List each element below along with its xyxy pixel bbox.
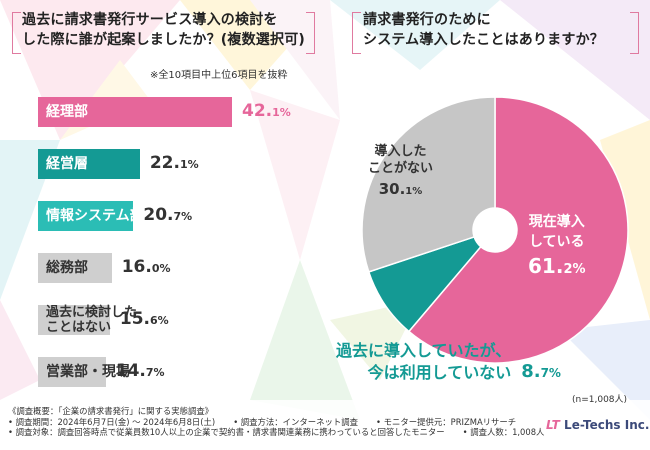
- donut-label-2: 過去に導入していたが、今は利用していない 8.7%: [336, 340, 561, 384]
- bar-label-line: 経営層: [46, 156, 88, 172]
- donut-label-line: 導入した: [374, 144, 427, 159]
- footer-line1: 《調査概要：「企業の請求書発行」に関する実態調査》: [8, 406, 214, 416]
- bar-value-5: 15.6%: [120, 309, 169, 329]
- bar-value-2: 22.1%: [150, 153, 199, 173]
- bar-value-dec: 6%: [150, 314, 169, 327]
- bar-label-3: 情報システム部: [46, 201, 144, 231]
- bar-5: [38, 305, 110, 335]
- donut-value-int: 61.: [528, 254, 564, 278]
- bar-value-dec: 1%: [272, 106, 291, 119]
- bar-label-line: 経理部: [46, 104, 88, 120]
- sample-size-note: (n=1,008人): [572, 395, 628, 405]
- donut-value-dec: 7%: [540, 366, 561, 380]
- bar-label-6: 営業部・現場: [46, 357, 130, 387]
- bar-value-1: 42.1%: [242, 101, 291, 121]
- left-title-line2: した際に誰が起案しましたか？(複数選択可): [22, 32, 305, 48]
- donut-label-line: している: [528, 234, 585, 250]
- logo-mark-icon: LT: [546, 418, 560, 432]
- donut-value: 61.2%: [528, 256, 586, 280]
- donut-chart: [361, 96, 629, 364]
- footer-method: • 調査方法：インターネット調査: [233, 416, 359, 427]
- bar-3: [38, 201, 134, 231]
- bar-label-line: 営業部・現場: [46, 364, 130, 380]
- bar-label-line: 情報システム部: [46, 208, 144, 224]
- footer-line2: • 調査期間：2024年6月7日(金) ～ 2024年6月8日(土) • 調査方法…: [8, 417, 544, 428]
- bar-value-int: 16.: [121, 257, 152, 277]
- bar-4: [38, 253, 112, 283]
- donut-label-3: 導入したことがない 30.1%: [368, 143, 433, 200]
- bar-value-dec: 7%: [173, 210, 193, 223]
- right-title-bracket-left: [352, 12, 361, 54]
- donut-label-1: 現在導入している 61.2%: [528, 212, 586, 280]
- bar-label-2: 経営層: [46, 149, 88, 179]
- bar-value-6: 14.7%: [116, 361, 165, 381]
- donut-slice-1: [407, 96, 629, 364]
- left-title-bracket-left: [12, 12, 21, 54]
- bar-2: [38, 149, 140, 179]
- donut-label-line: 現在導入: [528, 214, 585, 230]
- footer-target: • 調査対象：調査回答時点で従業員数10人以上の企業で契約書・請求書関連業務に携…: [8, 427, 445, 437]
- right-question-title: 請求書発行のために システム導入したことはありますか？: [363, 10, 633, 50]
- donut-value-dec: 2%: [563, 262, 586, 277]
- donut-label-line: 今は利用していない: [367, 363, 512, 382]
- bar-value-int: 22.: [149, 153, 180, 173]
- bar-1: [38, 97, 232, 127]
- donut-value: 30.1%: [368, 181, 433, 200]
- bar-value-dec: 7%: [145, 366, 165, 379]
- left-question-title: 過去に請求書発行サービス導入の検討を した際に誰が起案しましたか？(複数選択可): [22, 10, 322, 50]
- left-title-line1: 過去に請求書発行サービス導入の検討を: [22, 12, 278, 28]
- footer-count: • 調査人数：1,008人: [462, 427, 545, 437]
- selection-note: ※全10項目中上位6項目を抜粋: [150, 70, 288, 81]
- donut-label-text: 過去に導入していたが、今は利用していない: [336, 340, 511, 384]
- footer-line3: • 調査対象：調査回答時点で従業員数10人以上の企業で契約書・請求書関連業務に携…: [8, 427, 544, 438]
- right-title-line1: 請求書発行のために: [363, 12, 491, 28]
- footer-monitor: • モニター提供元：PRIZMAリサーチ: [376, 416, 517, 427]
- right-title-bracket-right: [630, 12, 639, 54]
- bar-label-line: 過去に検討した: [46, 305, 138, 320]
- bar-value-int: 14.: [115, 361, 146, 381]
- bar-value-3: 20.7%: [143, 205, 192, 225]
- left-title-bracket-right: [306, 12, 315, 54]
- bar-label-4: 総務部: [46, 253, 88, 283]
- bar-value-int: 20.: [143, 205, 174, 225]
- donut-label-line: ことがない: [368, 161, 434, 176]
- survey-footer: 《調査概要：「企業の請求書発行」に関する実態調査》 • 調査期間：2024年6月…: [8, 406, 544, 438]
- donut-slice-3: [361, 96, 496, 273]
- bar-label-5: 過去に検討した ことはない: [46, 305, 137, 335]
- company-logo: LT Le-Techs Inc.: [546, 418, 649, 432]
- right-title-line2: システム導入したことはありますか？: [363, 32, 604, 48]
- bar-label-line: 総務部: [46, 260, 88, 276]
- bar-value-int: 15.: [119, 309, 150, 329]
- bar-value-4: 16.0%: [122, 257, 171, 277]
- bar-label-1: 経理部: [46, 97, 88, 127]
- donut-value-int: 8.: [521, 361, 541, 382]
- donut-label-line: 過去に導入していたが、: [336, 341, 512, 360]
- bar-value-dec: 1%: [179, 158, 199, 171]
- logo-text: Le-Techs Inc.: [564, 418, 650, 432]
- donut-value-dec: 1%: [405, 186, 423, 197]
- bar-value-dec: 0%: [151, 262, 171, 275]
- bar-label-line: ことはない: [46, 320, 112, 335]
- bar-value-int: 42.: [242, 101, 273, 121]
- donut-value-int: 30.: [378, 180, 406, 198]
- bar-6: [38, 357, 106, 387]
- footer-period: • 調査期間：2024年6月7日(金) ～ 2024年6月8日(土): [8, 416, 216, 427]
- donut-value: 8.7%: [521, 361, 561, 384]
